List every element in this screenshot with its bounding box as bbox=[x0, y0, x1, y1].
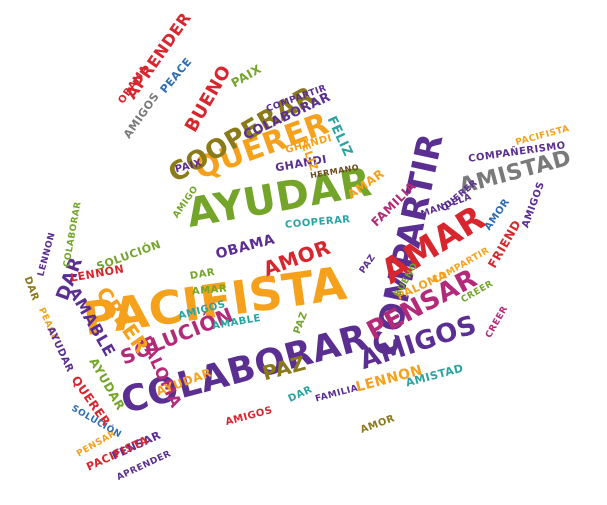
word-cloud-word: PAZ bbox=[357, 252, 379, 276]
word-cloud-word: COLABORAR bbox=[62, 200, 84, 269]
word-cloud-word: AMIGOS bbox=[224, 404, 274, 429]
word-cloud-word: DAR bbox=[286, 384, 315, 405]
word-cloud-word: AMOR bbox=[359, 413, 397, 436]
word-cloud-word: LENNON bbox=[36, 231, 58, 278]
word-cloud-word: FAMILIA bbox=[314, 383, 360, 405]
word-cloud-word: AYUDAR bbox=[44, 325, 76, 375]
word-cloud-word: DAR bbox=[21, 275, 41, 303]
word-cloud-word: PAIX bbox=[228, 61, 265, 91]
word-cloud-word: AMIGOS bbox=[520, 180, 548, 230]
word-cloud-word: BUENO bbox=[180, 61, 236, 136]
word-cloud-word: CREER bbox=[484, 304, 511, 341]
